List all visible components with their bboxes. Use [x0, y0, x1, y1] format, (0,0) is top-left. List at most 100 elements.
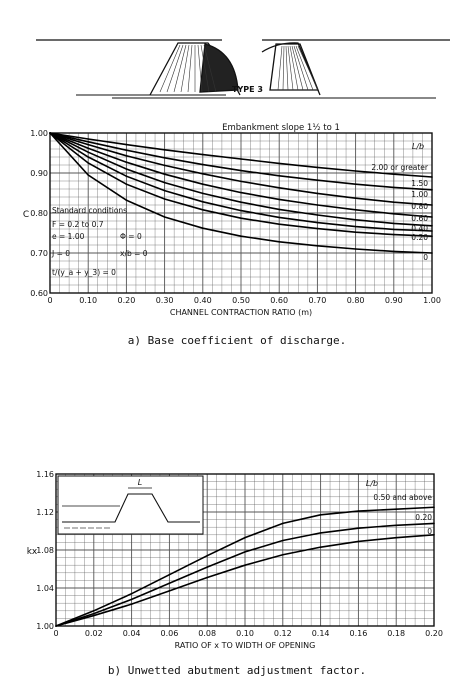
- data-point: [393, 228, 395, 231]
- x-tick-label: 0.20: [425, 629, 443, 638]
- y-tick-label: 0.70: [30, 249, 48, 258]
- data-point: [130, 598, 133, 601]
- data-point: [316, 166, 319, 169]
- x-axis-label: CHANNEL CONTRACTION RATIO (m): [170, 308, 312, 317]
- data-point: [125, 199, 128, 201]
- data-point: [278, 223, 281, 225]
- x-tick-label: 0.90: [385, 296, 403, 305]
- y-tick-label: 0.60: [30, 289, 48, 298]
- data-point: [240, 217, 242, 219]
- data-point: [431, 216, 433, 218]
- data-point: [206, 554, 208, 557]
- data-point: [354, 170, 357, 172]
- inset-diagram: L: [57, 475, 204, 535]
- data-point: [55, 625, 57, 627]
- x-tick-label: 0.18: [387, 629, 405, 638]
- data-point: [393, 213, 395, 215]
- data-point: [240, 158, 242, 160]
- data-point: [316, 214, 319, 216]
- data-point: [87, 138, 89, 140]
- data-point: [244, 551, 246, 553]
- data-point: [395, 508, 398, 510]
- data-point: [240, 180, 242, 183]
- data-point: [240, 169, 242, 172]
- data-point: [354, 248, 357, 250]
- x-tick-label: 0: [47, 296, 52, 305]
- annotation-text: x/b = 0: [120, 249, 148, 258]
- curve-header-label: L/b: [412, 142, 424, 151]
- data-point: [202, 163, 204, 166]
- data-point: [168, 582, 171, 585]
- data-point: [168, 573, 171, 576]
- chart-title: Embankment slope 1½ to 1: [222, 123, 340, 133]
- data-point: [357, 510, 360, 512]
- data-point: [431, 252, 433, 254]
- data-point: [93, 612, 95, 615]
- sketch-type-label: TYPE 3: [232, 85, 263, 94]
- data-point: [240, 191, 242, 194]
- series-label: 1.00: [411, 190, 428, 199]
- data-point: [87, 156, 89, 158]
- data-point: [93, 610, 95, 612]
- data-point: [125, 183, 128, 185]
- y-tick-label: 1.08: [36, 546, 54, 555]
- x-tick-label: 0.40: [194, 296, 212, 305]
- data-point: [354, 209, 357, 211]
- plot-frame: [49, 132, 433, 294]
- data-point: [319, 532, 322, 534]
- data-point: [278, 198, 281, 201]
- data-point: [431, 176, 433, 178]
- data-point: [202, 227, 204, 229]
- data-point: [282, 553, 284, 556]
- annotation-text: e = 1.00: [52, 232, 85, 241]
- data-point: [354, 225, 357, 228]
- data-point: [433, 522, 435, 525]
- data-point: [393, 250, 395, 253]
- data-point: [393, 186, 395, 189]
- data-point: [278, 241, 281, 243]
- chart-base-coefficient: 0 0.10 0.20 0.30 0.40 0.50 0.60 0.70 0.80 0.90 1.0…: [23, 123, 441, 317]
- data-point: [130, 603, 133, 605]
- data-point: [240, 209, 242, 212]
- data-point: [240, 235, 242, 237]
- x-tick-label: 0.20: [117, 296, 135, 305]
- x-tick-label: 0.04: [123, 629, 141, 638]
- data-point: [163, 181, 166, 184]
- annotation-text: t/(y_a + y_3) = 0: [52, 268, 116, 277]
- x-tick-label: 0: [53, 629, 58, 638]
- data-point: [282, 539, 284, 542]
- data-point: [431, 225, 433, 227]
- series-label: 0.60: [411, 214, 428, 223]
- data-point: [163, 198, 166, 200]
- x-tick-label: 0.60: [270, 296, 288, 305]
- data-point: [93, 614, 95, 617]
- x-tick-label: 0.16: [349, 629, 367, 638]
- data-point: [316, 245, 319, 247]
- series-label: 0.40: [411, 224, 428, 233]
- data-point: [316, 221, 319, 224]
- data-point: [278, 162, 281, 165]
- abutment-sketch: TYPE 3: [36, 39, 450, 99]
- data-point: [240, 201, 242, 203]
- data-point: [202, 209, 204, 211]
- plot-frame: [55, 473, 435, 627]
- data-point: [163, 164, 166, 167]
- x-tick-label: 0.08: [198, 629, 216, 638]
- data-point: [433, 506, 435, 509]
- data-point: [125, 155, 128, 157]
- data-point: [319, 546, 322, 548]
- data-point: [431, 235, 433, 237]
- series-label: 0.80: [411, 202, 428, 211]
- data-point: [431, 230, 433, 232]
- data-point: [163, 189, 166, 192]
- data-point: [316, 179, 319, 181]
- x-tick-label: 0.80: [347, 296, 365, 305]
- data-point: [87, 147, 89, 149]
- data-point: [393, 173, 395, 175]
- y-tick-label: 0.80: [30, 209, 48, 218]
- data-point: [163, 173, 166, 175]
- x-tick-label: 0.10: [79, 296, 97, 305]
- data-point: [125, 161, 128, 163]
- data-point: [87, 162, 89, 164]
